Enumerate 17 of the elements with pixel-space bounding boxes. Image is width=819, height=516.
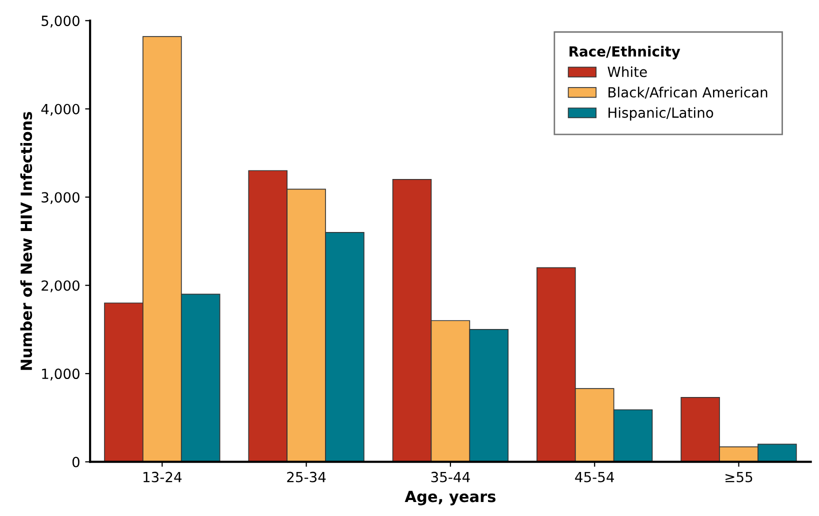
y-tick-label: 4,000 xyxy=(41,104,80,116)
y-tick-label: 2,000 xyxy=(42,280,80,292)
legend-label: White xyxy=(608,66,647,78)
y-tick-label: 0 xyxy=(72,456,80,468)
legend-title: Race/Ethnicity xyxy=(570,46,680,60)
y-tick-label: 1,000 xyxy=(42,368,80,380)
y-tick-label: 3,000 xyxy=(42,192,80,204)
legend-label: Black/African American xyxy=(608,86,768,99)
x-tick-label: 13-24 xyxy=(144,472,182,482)
x-tick-label: 25-34 xyxy=(287,472,326,482)
x-tick-label: 35-44 xyxy=(431,472,470,482)
x-axis-title: Age, years xyxy=(404,490,496,506)
legend-label: Hispanic/Latino xyxy=(608,107,714,121)
y-axis-title: Number of New HIV Infections xyxy=(20,112,32,370)
x-tick-label: 45-54 xyxy=(575,472,614,482)
x-tick-label: ≥55 xyxy=(726,472,752,482)
y-tick-label: 5,000 xyxy=(42,16,80,28)
